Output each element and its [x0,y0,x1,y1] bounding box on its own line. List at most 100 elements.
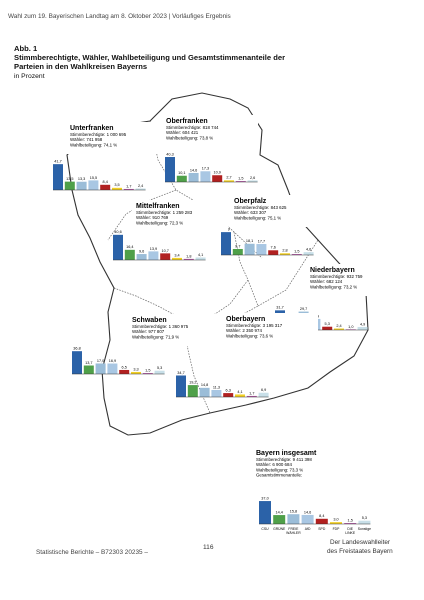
value-label: 6,3 [226,388,231,392]
region-meta-line: Wahlbeteiligung: 73,2 % [310,284,357,289]
party-label: AfD [305,527,311,531]
value-label: 4,1 [198,253,203,257]
bar-schwaben-1 [83,365,94,374]
bar-unterfranken-6 [123,188,134,190]
value-label: 13,3 [78,177,85,181]
bar-bayern-insgesamt-4 [315,518,328,524]
value-label: 40,6 [114,230,121,234]
region-meta-line: Wahlbeteiligung: 73,8 % [166,135,213,140]
bar-oberpfalz-1 [232,248,243,255]
value-label: 1,7 [249,391,254,395]
bar-bayern-insgesamt-1 [273,515,286,524]
bar-bayern-insgesamt-6 [344,523,357,524]
value-label: 1,8 [186,254,191,258]
bar-mittelfranken-3 [148,251,159,260]
value-label: 8,4 [319,514,324,518]
bar-schwaben-5 [131,371,141,374]
region-meta-line: Wähler: 2 350 974 [226,328,262,333]
value-label: 37,0 [261,496,268,500]
region-name: Schwaben [132,317,167,324]
bar-mittelfranken-7 [195,257,206,260]
value-label: 3,0 [333,518,338,522]
value-label: 9,6 [139,249,144,253]
region-label-bg [230,195,326,227]
value-label: 7,6 [271,246,276,250]
bar-schwaben-4 [119,369,130,374]
value-label: 19,2 [189,380,196,384]
region-label-bg [128,314,224,346]
bar-oberbayern-4 [223,393,234,397]
region-meta-line: Stimmberechtigte: 818 744 [166,125,219,130]
bar-oberbayern-6 [246,395,257,397]
region-meta-line: Wahlbeteiligung: 72,3 % [136,220,183,225]
region-meta-line: Stimmberechtigte: 1 360 975 [132,324,189,329]
value-label: 5,3 [157,366,162,370]
value-label: 16,4 [126,245,133,249]
bar-bayern-insgesamt-7 [358,520,371,524]
district-boundary-1 [107,189,177,241]
value-label: 31,7 [276,306,283,310]
report-header: Wahl zum 19. Bayerischen Landtag am 8. O… [8,13,231,20]
bar-oberbayern-1 [187,385,198,397]
party-label: CSU [261,527,269,531]
bar-mittelfranken-0 [113,234,123,260]
bar-schwaben-3 [107,363,118,374]
value-label: 17,0 [97,359,104,363]
region-meta-line: Wahlbeteiligung: 71,9 % [132,334,179,339]
bar-oberpfalz-4 [268,250,279,255]
region-name: Oberfranken [166,118,208,125]
value-label: 4,9 [360,322,365,326]
region-name: Unterfranken [70,125,114,132]
party-label: FREIE [288,527,299,531]
bar-bayern-insgesamt-0 [259,501,271,524]
value-label: 18,1 [246,239,253,243]
region-meta-line: Wahlbeteiligung: 73,6 % [226,333,273,338]
value-label: 2,4 [138,184,143,188]
bavaria-border [66,92,369,436]
bar-niederbayern-7 [357,326,368,330]
bar-mittelfranken-2 [136,254,147,260]
region-label-bg [162,115,258,147]
bar-unterfranken-1 [64,181,75,190]
bar-unterfranken-5 [112,187,122,190]
value-label: 10,1 [178,171,185,175]
region-meta-line: Wähler: 910 769 [136,215,169,220]
bar-oberpfalz-2 [244,243,255,255]
value-label: 2,7 [226,176,231,180]
bar-bayern-insgesamt-2 [287,514,300,524]
value-label: 13,7 [85,361,92,365]
region-meta-line: Stimmberechtigte: 843 625 [234,205,287,210]
region-label-bg [132,200,228,232]
value-label: 1,5 [294,249,299,253]
bar-oberpfalz-7 [303,252,314,255]
party-label: WÄHLER [286,531,301,535]
bar-unterfranken-4 [100,184,111,190]
region-name: Oberbayern [226,316,265,323]
footer-series: Statistische Berichte – B72303 20235 – [36,549,148,556]
region-name: Bayern insgesamt [256,450,317,457]
page-number: 116 [203,544,214,551]
value-label: 1,5 [145,368,150,372]
bar-niederbayern-5 [334,328,344,330]
region-meta-line: Wähler: 6 900 684 [256,462,292,467]
bar-oberpfalz-0 [221,232,231,255]
footer-authority-line1: Der Landeswahlleiter [330,539,391,546]
bar-oberbayern-2 [199,387,210,397]
party-label: SPD [318,527,326,531]
bar-oberfranken-7 [247,180,258,182]
value-label: 6,5 [122,365,127,369]
bar-oberpfalz-6 [291,254,302,255]
region-meta-line: Wähler: 977 807 [132,329,165,334]
region-meta-line: Gesamtstimmenanteile: [256,473,302,478]
bar-mittelfranken-4 [160,253,171,260]
chart-title: Stimmberechtigte, Wähler, Wahlbeteiligun… [14,53,286,71]
value-label: 2,8 [282,249,287,253]
